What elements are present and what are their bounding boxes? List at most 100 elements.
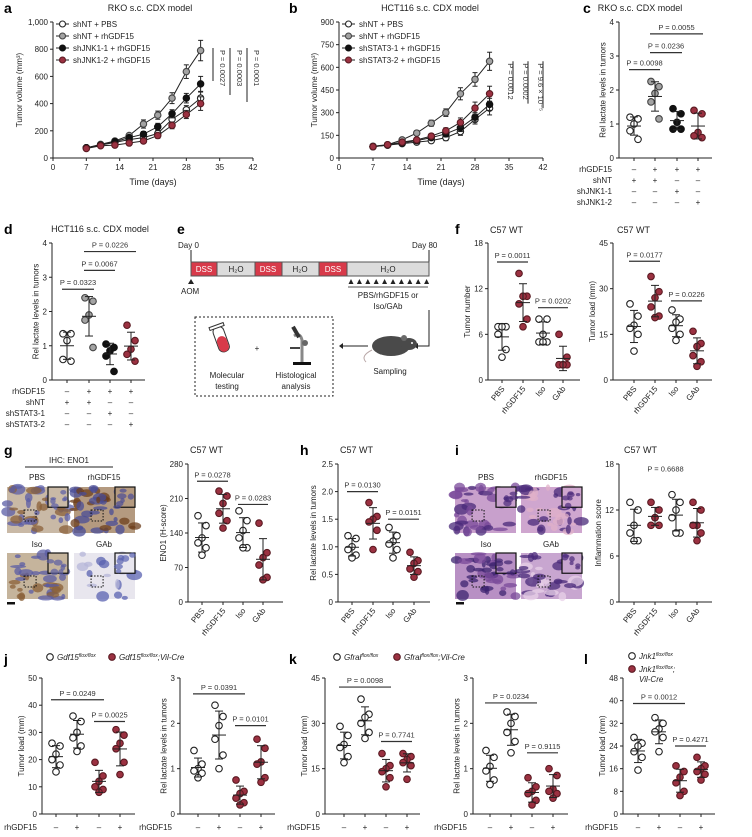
data-point [651, 713, 659, 722]
data-point [676, 330, 684, 339]
x-tick-label: 14 [115, 163, 124, 172]
data-point [638, 753, 646, 762]
condition-mark: – [65, 387, 70, 396]
data-point [672, 336, 680, 345]
y-tick-label: 2.5 [322, 460, 334, 469]
legend-gene: Jnk1 [638, 665, 656, 674]
image-label: PBS [29, 473, 45, 482]
condition-mark: + [632, 176, 637, 185]
condition-mark: – [108, 398, 113, 407]
x-category-label: GAb [401, 606, 419, 624]
group-3 [555, 330, 571, 372]
data-point [655, 82, 663, 91]
y-tick-label: 70 [174, 564, 183, 573]
condition-label: shNT [26, 398, 45, 407]
data-point [383, 140, 392, 149]
y-tick-label: 0 [33, 810, 38, 819]
treatment-arrows-icon [348, 279, 430, 284]
y-axis-label: Tumor load (mm) [17, 715, 26, 776]
zoom-region [537, 509, 551, 522]
data-point [655, 287, 663, 296]
data-point [139, 137, 148, 145]
condition-label: shJNK1-1 [577, 187, 613, 196]
series-red [369, 85, 494, 151]
y-tick-label: 24 [609, 742, 618, 751]
data-point [211, 701, 219, 710]
schematic-e: Day 0 Day 80 DSS H₂O DSS H₂O DSS H₂O AOM… [178, 241, 438, 397]
aom-label: AOM [181, 287, 200, 296]
plus-sign: + [255, 344, 260, 353]
p-value-label: P = 0.0027 [218, 50, 227, 86]
zoom-region [90, 509, 104, 522]
p-value-label: P = 0.0234 [493, 692, 529, 701]
y-tick-label: 4 [43, 239, 48, 248]
p-value-label: P = 0.0098 [626, 59, 662, 68]
condition-label: rhGDF15 [139, 823, 172, 832]
data-point [677, 125, 685, 133]
data-point [507, 748, 515, 757]
data-point [697, 529, 705, 537]
data-point [196, 46, 205, 55]
condition-mark: – [108, 420, 113, 429]
condition-mark: – [632, 187, 637, 196]
condition-mark: – [653, 187, 658, 196]
y-tick-label: 48 [609, 674, 618, 683]
x-category-label: Iso [667, 606, 681, 620]
y-tick-label: 0 [614, 810, 619, 819]
data-point [91, 782, 99, 791]
data-point [626, 300, 634, 308]
histology-image [69, 485, 142, 537]
legend-superscript: flox/flox [421, 653, 438, 659]
segment-label: DSS [325, 265, 341, 274]
group-1 [647, 498, 663, 530]
zoom-region [537, 575, 551, 588]
legend-superscript: flox/flox [656, 665, 673, 671]
y-tick-label: 32 [609, 719, 618, 728]
y-axis-label: Tumor number [463, 285, 472, 338]
segment-label: DSS [196, 265, 212, 274]
dot-plot-l: 0 8 16 24 32 40 48 Tumor load (mm) P = 0.0012 P =… [585, 652, 715, 832]
y-tick-label: 1 [610, 120, 615, 129]
panel-letter-l: l [584, 651, 588, 667]
data-point [110, 367, 118, 376]
panel-letter-a: a [4, 0, 12, 16]
data-point [168, 110, 176, 118]
treatment-label: Iso/GAb [374, 302, 403, 311]
y-axis-label: Tumor volume (mm³) [310, 52, 319, 127]
data-point [223, 516, 231, 525]
data-point [677, 109, 685, 118]
panel-letter-d: d [4, 221, 13, 237]
x-category-label: GAb [250, 606, 268, 624]
group-3 [689, 327, 705, 371]
data-point [120, 731, 128, 739]
legend-label: shNT + rhGDF15 [359, 32, 421, 41]
data-point [123, 350, 131, 359]
data-point [697, 506, 705, 514]
x-category-label: Iso [384, 606, 398, 620]
data-point [407, 761, 415, 770]
group-2 [102, 340, 118, 376]
x-tick-label: 28 [182, 163, 191, 172]
group-0 [336, 722, 352, 767]
data-point [486, 780, 494, 789]
group-3 [690, 106, 706, 142]
condition-label: rhGDF15 [287, 823, 320, 832]
data-point [73, 747, 81, 756]
condition-label: shNT [593, 176, 612, 185]
data-point [412, 136, 421, 144]
day-end-label: Day 80 [412, 241, 438, 250]
data-point [194, 511, 202, 520]
legend-label: Jnk1flox/flox [638, 652, 673, 661]
condition-mark: – [696, 176, 701, 185]
group-3 [406, 548, 422, 582]
group-1 [215, 487, 231, 532]
group-3 [689, 498, 705, 545]
condition-label: rhGDF15 [4, 823, 37, 832]
p-value-label: P = 0.0202 [535, 297, 571, 306]
data-point [689, 521, 697, 530]
data-point [634, 312, 642, 320]
histology-image [74, 551, 143, 602]
legend-marker [58, 32, 67, 40]
chart-title: C57 WT [340, 445, 374, 455]
p-value-label: P = 0.0226 [668, 290, 704, 299]
